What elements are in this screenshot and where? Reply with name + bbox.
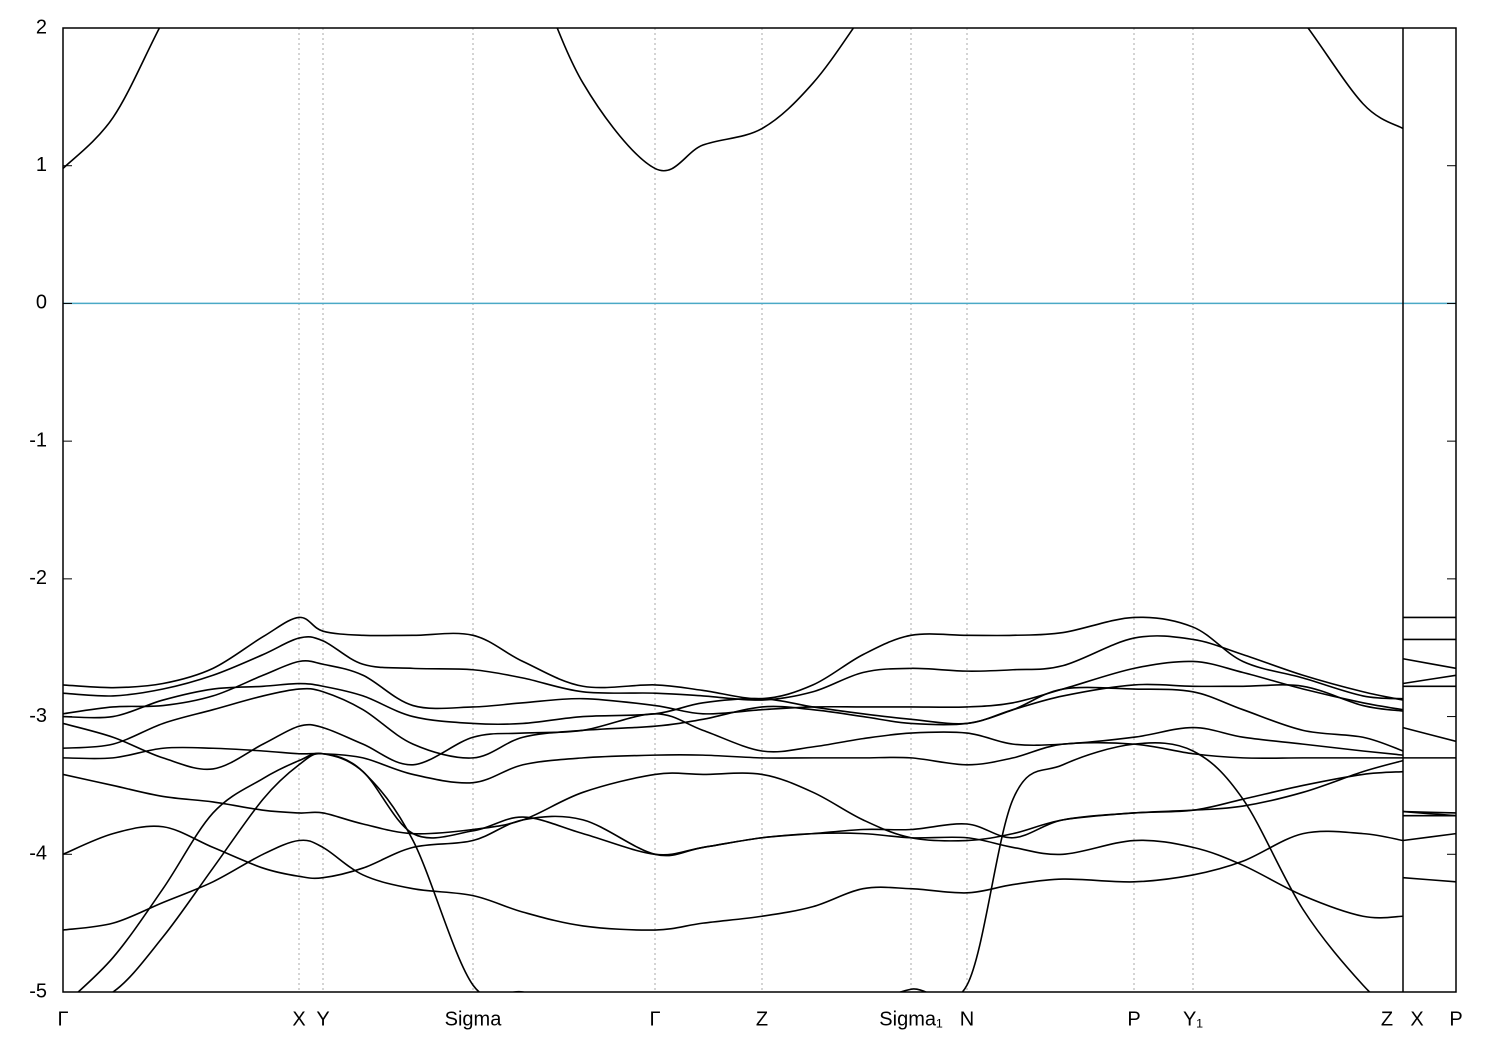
y-tick-label: -5 xyxy=(29,980,47,1002)
y-tick-label: 0 xyxy=(36,292,47,314)
y-tick-label: 2 xyxy=(36,16,47,38)
x-tick-label: Y₁ xyxy=(1183,1008,1203,1030)
band-line xyxy=(63,674,1456,726)
band-line xyxy=(63,685,1456,759)
band-line xyxy=(63,635,1456,701)
x-tick-label: Γ xyxy=(57,1008,68,1030)
y-tick-label: -2 xyxy=(29,567,47,589)
x-tick-label: N xyxy=(960,1008,974,1030)
band-line xyxy=(63,713,1456,771)
y-tick-label: -4 xyxy=(29,843,47,865)
x-tick-label: Sigma₁ xyxy=(879,1008,943,1030)
x-tick-label: Y xyxy=(316,1008,329,1030)
bands xyxy=(63,28,1456,992)
y-tick-label: -1 xyxy=(29,429,47,451)
band-line xyxy=(77,752,1456,992)
y-tick-label: 1 xyxy=(36,154,47,176)
x-tick-label: Z xyxy=(756,1008,768,1030)
band-line xyxy=(63,759,1456,880)
x-tick-label: Γ xyxy=(649,1008,660,1030)
band-line xyxy=(111,742,1456,992)
x-tick-label: Sigma xyxy=(445,1008,503,1030)
x-tick-label: X xyxy=(1410,1008,1423,1030)
band-line xyxy=(63,616,1456,700)
plot-frame xyxy=(62,27,1457,993)
band-line xyxy=(63,741,1456,784)
grid xyxy=(298,28,1194,992)
band-line xyxy=(63,830,1456,931)
band-line xyxy=(63,28,1404,172)
x-tick-label: P xyxy=(1127,1008,1140,1030)
x-tick-label: P xyxy=(1449,1008,1462,1030)
x-tick-label: Z xyxy=(1381,1008,1393,1030)
x-tick-label: X xyxy=(292,1008,305,1030)
band-line xyxy=(63,657,1456,715)
y-tick-label: -3 xyxy=(29,705,47,727)
